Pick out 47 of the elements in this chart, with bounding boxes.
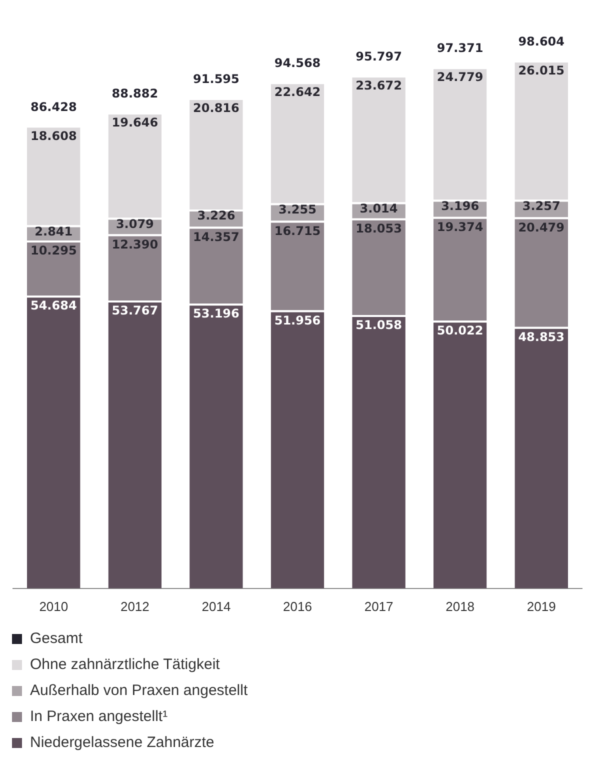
total-label: 86.428 (30, 100, 77, 114)
data-label: 3.255 (278, 202, 316, 216)
data-label: 53.767 (112, 304, 158, 318)
data-label: 3.196 (441, 198, 480, 213)
data-label: 51.956 (274, 313, 321, 328)
data-label: 18.608 (30, 128, 77, 143)
data-label: 26.015 (518, 64, 565, 78)
x-tick-label: 2017 (364, 598, 394, 614)
total-label: 94.568 (274, 56, 321, 70)
data-label: 54.684 (30, 298, 77, 313)
legend-label: Ohne zahnärztliche Tätigkeit (30, 656, 220, 673)
total-label: 98.604 (518, 34, 565, 49)
data-label: 48.853 (518, 330, 565, 344)
data-label: 19.646 (112, 116, 158, 130)
legend-label: Außerhalb von Praxen angestellt (30, 682, 248, 699)
data-label: 23.672 (356, 78, 402, 93)
x-tick-label: 2016 (283, 598, 312, 614)
data-label: 3.079 (116, 216, 154, 231)
total-label: 91.595 (193, 72, 240, 86)
total-label: 95.797 (356, 50, 402, 64)
legend-label: Gesamt (30, 630, 83, 647)
x-tick-label: 2012 (120, 598, 150, 614)
data-label: 3.257 (522, 198, 560, 213)
data-label: 53.196 (193, 306, 240, 321)
data-label: 50.022 (436, 324, 484, 338)
data-label: 10.295 (30, 244, 77, 258)
data-label: 24.779 (436, 70, 484, 84)
x-tick-label: 2019 (526, 598, 556, 614)
total-label: 97.371 (436, 41, 484, 56)
legend-label: Niedergelassene Zahnärzte (30, 734, 214, 751)
x-tick-label: 2010 (39, 598, 68, 614)
data-label: 16.715 (274, 224, 321, 238)
total-label: 88.882 (112, 86, 158, 101)
data-label: 19.374 (436, 220, 484, 234)
legend-label: In Praxen angestellt¹ (30, 708, 168, 725)
data-label: 14.357 (193, 230, 240, 244)
data-label: 2.841 (34, 224, 73, 238)
data-label: 3.014 (360, 201, 398, 216)
x-tick-label: 2018 (446, 598, 475, 614)
x-tick-label: 2014 (202, 598, 231, 614)
data-label: 3.226 (197, 208, 236, 223)
data-label: 20.816 (193, 101, 240, 116)
data-label: 22.642 (274, 85, 321, 100)
data-label: 12.390 (112, 237, 158, 252)
data-label: 51.058 (356, 318, 402, 332)
data-label: 20.479 (518, 220, 565, 234)
data-label: 18.053 (356, 222, 402, 236)
